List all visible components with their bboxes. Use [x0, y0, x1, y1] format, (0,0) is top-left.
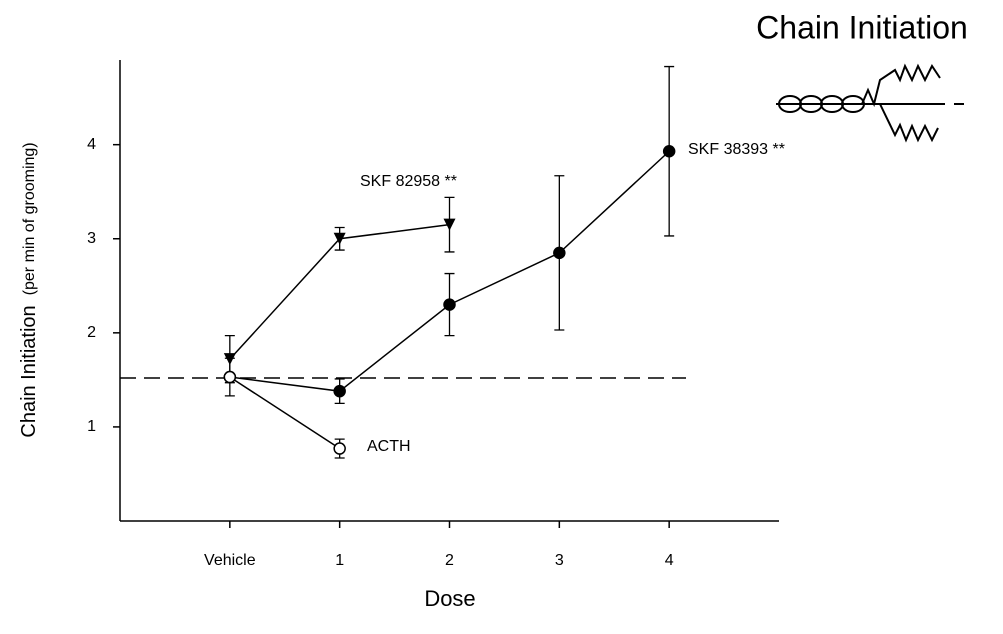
marker: [553, 246, 566, 260]
y-tick-label: 4: [87, 136, 96, 153]
x-tick-label: Vehicle: [204, 552, 256, 569]
marker: [333, 384, 346, 398]
x-tick-label: 4: [665, 552, 674, 569]
marker: [333, 442, 346, 455]
y-axis-label-main: Chain Initiation: [18, 305, 40, 437]
x-tick-label: 3: [555, 552, 564, 569]
y-tick-label: 3: [87, 230, 96, 247]
y-axis-label: Chain Initiation (per min of grooming): [18, 142, 40, 437]
y-tick-label: 1: [87, 418, 96, 435]
chain-icon: [776, 63, 964, 143]
chart-title: Chain Initiation: [756, 9, 968, 45]
marker: [443, 218, 456, 231]
x-axis-label: Dose: [424, 586, 475, 611]
y-axis-label-sub: (per min of grooming): [21, 142, 38, 295]
series-label: SKF 82958 **: [360, 173, 457, 190]
marker: [443, 298, 456, 311]
series-label: ACTH: [367, 438, 411, 455]
x-tick-label: 2: [445, 552, 454, 569]
series-label: SKF 38393 **: [688, 141, 785, 158]
marker: [223, 370, 237, 384]
y-tick-label: 2: [87, 324, 96, 341]
marker: [662, 145, 676, 158]
marker: [333, 232, 346, 245]
series-line: [229, 376, 341, 450]
x-tick-label: 1: [335, 552, 344, 569]
